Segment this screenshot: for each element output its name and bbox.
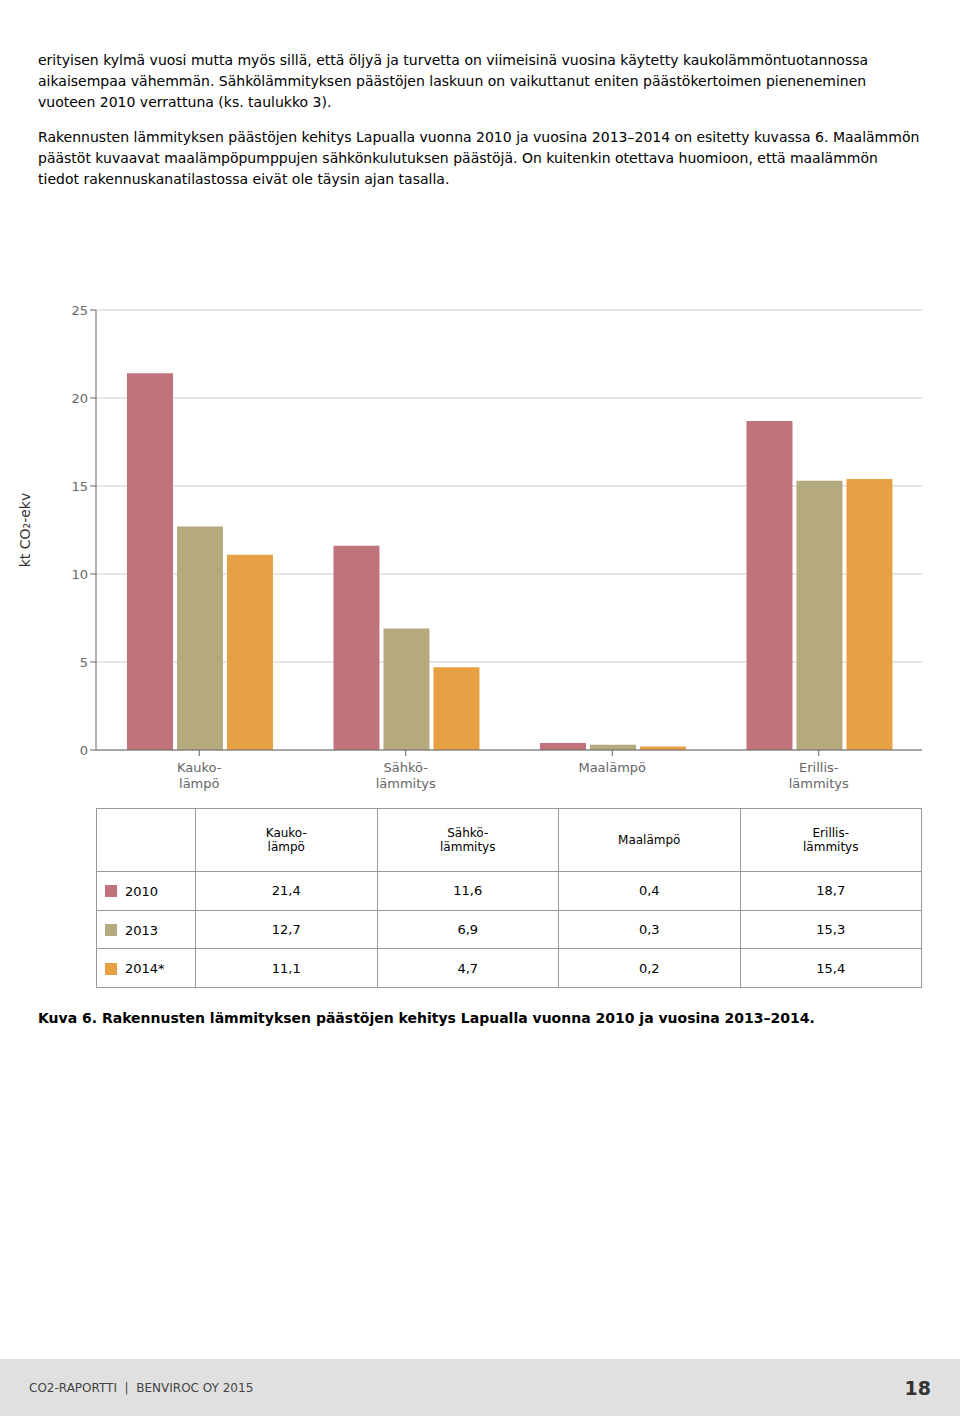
svg-text:Maalämpö: Maalämpö bbox=[578, 760, 646, 775]
svg-text:Kauko-lämpö: Kauko-lämpö bbox=[177, 760, 222, 791]
html-text:Maalämpö: Maalämpö bbox=[618, 833, 681, 847]
html-text:11,6: 11,6 bbox=[453, 883, 483, 899]
html-text:CO2-RAPORTTI | BENVIROC OY 201: CO2-RAPORTTI | BENVIROC OY 2015 bbox=[29, 1380, 254, 1395]
html-text:2010: 2010 bbox=[125, 883, 159, 899]
html-text:6,9: 6,9 bbox=[457, 922, 479, 937]
svg-text:10: 10 bbox=[71, 567, 88, 582]
html-text:18,7: 18,7 bbox=[816, 883, 846, 899]
html-text:erityisen kylmä vuosi mutta my: erityisen kylmä vuosi mutta myös sillä, … bbox=[38, 52, 869, 110]
svg-text:15: 15 bbox=[71, 479, 88, 494]
html-text:0,3: 0,3 bbox=[638, 922, 660, 937]
html-text:21,4: 21,4 bbox=[271, 883, 301, 899]
html-text:2014*: 2014* bbox=[125, 961, 165, 977]
html-text:12,7: 12,7 bbox=[271, 922, 301, 937]
svg-text:0: 0 bbox=[80, 743, 88, 758]
svg-text:25: 25 bbox=[71, 303, 88, 318]
html-text:Kuva 6. Rakennusten lämmitykse: Kuva 6. Rakennusten lämmityksen päästöje… bbox=[38, 1010, 815, 1026]
html-text:Rakennusten lämmityksen päästö: Rakennusten lämmityksen päästöjen kehity… bbox=[38, 129, 920, 187]
html-text:11,1: 11,1 bbox=[271, 960, 301, 976]
html-text:0,2: 0,2 bbox=[638, 960, 660, 976]
html-text:4,7: 4,7 bbox=[457, 960, 479, 976]
svg-text:5: 5 bbox=[80, 655, 88, 670]
html-text:15,4: 15,4 bbox=[816, 960, 846, 976]
html-text:Kauko- lämpö: Kauko- lämpö bbox=[265, 826, 307, 854]
svg-text:Sähkö-lämmitys: Sähkö-lämmitys bbox=[376, 760, 436, 791]
html-text:15,3: 15,3 bbox=[816, 922, 846, 937]
html-text:18: 18 bbox=[904, 1376, 931, 1399]
html-text:Sähkö- lämmitys: Sähkö- lämmitys bbox=[440, 826, 496, 854]
html-text:Erillis- lämmitys: Erillis- lämmitys bbox=[803, 826, 859, 854]
html-text:0,4: 0,4 bbox=[638, 883, 660, 899]
html-text:2013: 2013 bbox=[125, 922, 159, 938]
svg-text:Erillis-lämmitys: Erillis-lämmitys bbox=[789, 760, 849, 791]
svg-text:kt CO₂-ekv: kt CO₂-ekv bbox=[17, 493, 33, 568]
svg-text:20: 20 bbox=[71, 391, 88, 406]
